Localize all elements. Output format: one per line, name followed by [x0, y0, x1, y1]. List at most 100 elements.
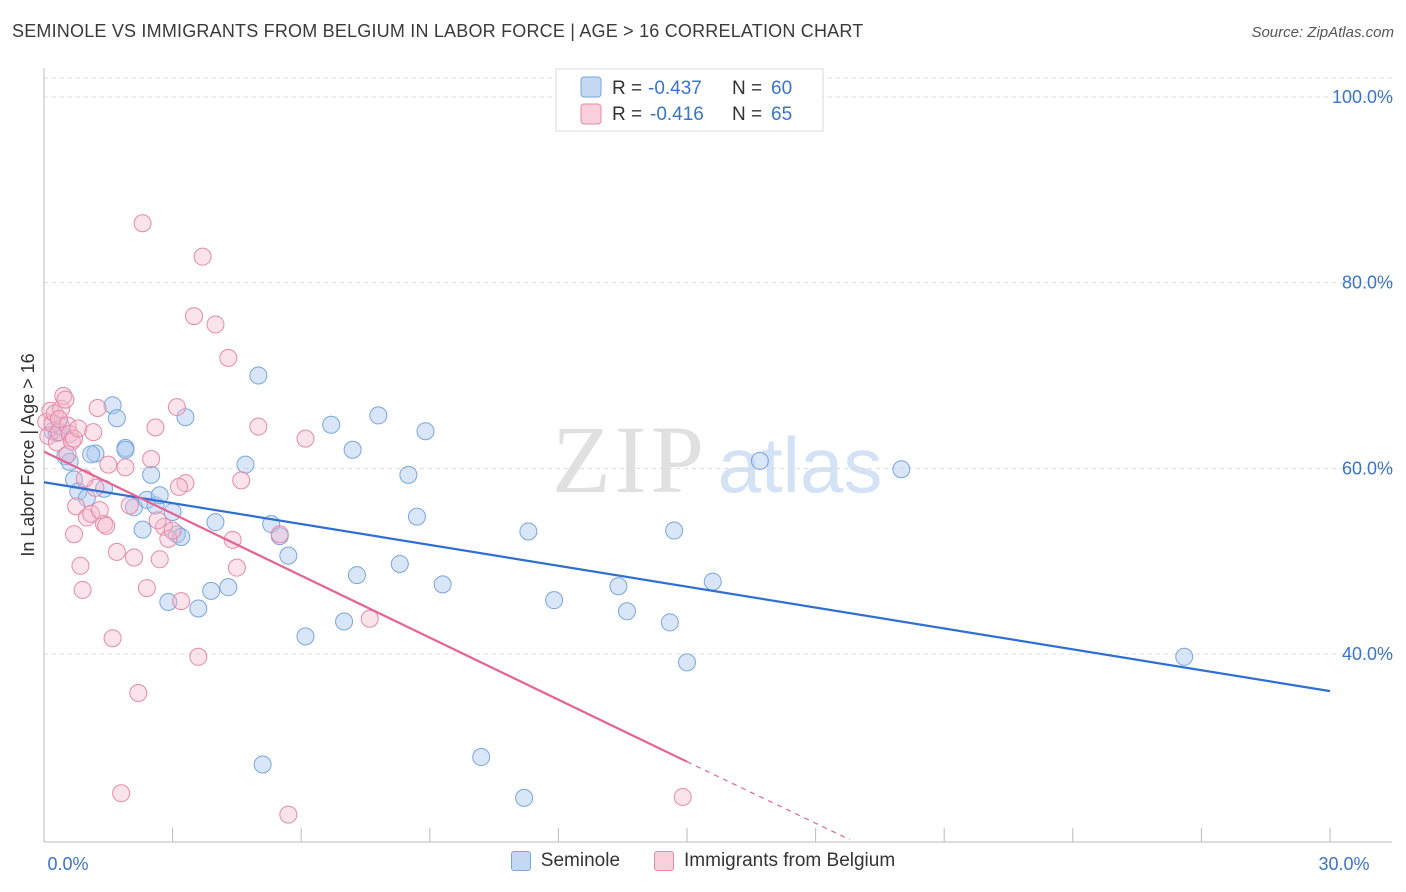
seminole-point — [159, 593, 178, 612]
belgium-point — [116, 458, 135, 477]
legend-label-seminole: Seminole — [540, 850, 621, 871]
belgium-point — [150, 550, 169, 569]
seminole-point — [660, 613, 679, 632]
belgium-point — [146, 418, 165, 437]
legend-item-belgium: Immigrants from Belgium — [654, 850, 895, 872]
seminole-trend-line — [43, 481, 1331, 693]
belgium-point — [125, 548, 144, 567]
belgium-point — [137, 579, 156, 598]
belgium-point — [227, 558, 246, 577]
seminole-point — [343, 440, 362, 459]
y-axis-label: In Labor Force | Age > 16 — [18, 353, 38, 556]
x-tick-label: 30.0% — [1318, 854, 1369, 874]
belgium-point — [112, 784, 131, 803]
seminole-point — [399, 465, 418, 484]
seminole-point — [189, 599, 208, 618]
seminole-point — [279, 546, 298, 565]
seminole-point — [519, 522, 538, 541]
belgium-point — [155, 517, 174, 536]
seminole-point — [545, 591, 564, 610]
legend-r-label-2: R = — [612, 104, 647, 125]
watermark-atlas: atlas — [718, 421, 883, 509]
source-label: Source: ZipAtlas.com — [1251, 24, 1394, 41]
legend-n-label-1: N = — [732, 78, 767, 99]
y-tick-label: 100.0% — [1332, 87, 1393, 107]
belgium-point — [90, 501, 109, 520]
y-tick-label: 40.0% — [1342, 644, 1393, 664]
legend-swatch-seminole — [580, 76, 602, 98]
belgium-point — [73, 580, 92, 599]
seminole-point — [347, 566, 366, 585]
seminole-point — [433, 575, 452, 594]
y-tick-label: 80.0% — [1342, 273, 1393, 293]
belgium-point — [65, 429, 84, 448]
seminole-point — [665, 521, 684, 540]
belgium-point — [56, 390, 75, 409]
legend-r-label-1: R = — [612, 78, 647, 99]
seminole-point — [133, 520, 152, 539]
belgium-point — [360, 609, 379, 628]
seminole-point — [703, 572, 722, 591]
seminole-point — [407, 507, 426, 526]
seminole-point — [1175, 647, 1194, 666]
watermark-zip: ZIP — [552, 406, 708, 513]
x-tick-label: 0.0% — [47, 854, 88, 874]
legend-n-label-2: N = — [732, 104, 767, 125]
belgium-point — [219, 348, 238, 367]
belgium-point — [206, 315, 225, 334]
belgium-point — [296, 429, 315, 448]
belgium-point — [172, 592, 191, 611]
seminole-point — [892, 460, 911, 479]
belgium-point — [133, 214, 152, 233]
belgium-point — [82, 504, 101, 523]
belgium-point — [50, 410, 69, 429]
seminole-point — [296, 627, 315, 646]
seminole-point — [390, 554, 409, 573]
seminole-point — [322, 415, 341, 434]
seminole-point — [335, 612, 354, 631]
seminole-point — [219, 578, 238, 597]
seminole-point — [416, 422, 435, 441]
belgium-point — [279, 805, 298, 824]
belgium-point — [69, 419, 88, 438]
belgium-point — [75, 469, 94, 488]
belgium-point — [103, 629, 122, 648]
belgium-point — [232, 471, 251, 490]
legend-item-seminole: Seminole — [510, 850, 621, 872]
seminole-point — [617, 602, 636, 621]
bottom-legend: Seminole Immigrants from Belgium — [0, 850, 1406, 872]
belgium-point — [189, 647, 208, 666]
seminole-point — [253, 755, 272, 774]
seminole-point — [472, 748, 491, 767]
belgium-point — [88, 398, 107, 417]
seminole-point — [116, 440, 135, 459]
belgium-point — [673, 787, 692, 806]
axes — [43, 68, 1392, 843]
seminole-point — [206, 513, 225, 532]
seminole-point — [609, 577, 628, 596]
belgium-point — [193, 247, 212, 266]
belgium-point — [67, 497, 86, 516]
belgium-trend-line — [43, 450, 688, 763]
seminole-point — [82, 445, 101, 464]
seminole-point — [249, 366, 268, 385]
svg-text:R = -0.437 N =: R = -0.437 N = 60 R = -0.416 N = 65 — [612, 78, 797, 125]
belgium-point — [163, 521, 182, 540]
belgium-trend-extension — [686, 761, 851, 841]
belgium-point — [159, 529, 178, 548]
belgium-point — [97, 516, 116, 535]
chart-title: SEMINOLE VS IMMIGRANTS FROM BELGIUM IN L… — [12, 21, 864, 41]
seminole-point — [107, 409, 126, 428]
belgium-point — [142, 450, 161, 469]
y-tick-label: 60.0% — [1342, 458, 1393, 478]
legend-n-value-1: 60 — [771, 78, 792, 99]
seminole-point — [515, 788, 534, 807]
trend-lines — [43, 450, 1331, 841]
belgium-point — [84, 423, 103, 442]
tick-labels: 100.0% 80.0% 60.0% 40.0% 0.0% 30.0% — [47, 87, 1393, 874]
seminole-point — [202, 581, 221, 600]
belgium-point — [71, 556, 90, 575]
belgium-point — [249, 417, 268, 436]
belgium-point — [167, 398, 186, 417]
belgium-point — [185, 307, 204, 326]
